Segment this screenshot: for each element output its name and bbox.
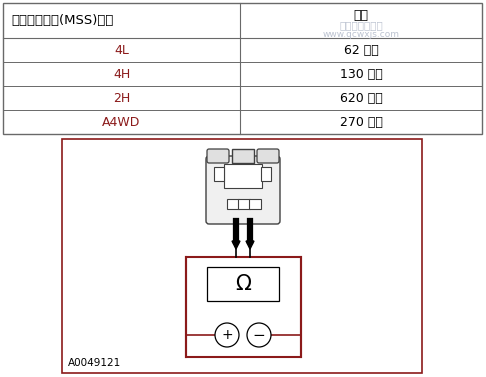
Text: 2H: 2H — [113, 92, 130, 104]
Text: 270 欧姆: 270 欧姆 — [340, 115, 382, 129]
Text: www.qcwxjs.com: www.qcwxjs.com — [323, 30, 399, 39]
Circle shape — [247, 323, 271, 347]
FancyBboxPatch shape — [257, 149, 279, 163]
Text: 62 欧姆: 62 欧姆 — [344, 43, 379, 57]
Bar — [207, 267, 279, 301]
Text: 4H: 4H — [113, 67, 130, 81]
Bar — [249, 199, 261, 209]
Text: −: − — [253, 328, 265, 342]
Bar — [232, 149, 254, 163]
Text: +: + — [221, 328, 233, 342]
Text: 620 欧姆: 620 欧姆 — [340, 92, 382, 104]
Bar — [214, 167, 224, 181]
Text: A0049121: A0049121 — [68, 358, 121, 368]
Polygon shape — [232, 241, 240, 249]
Text: 130 欧姆: 130 欧姆 — [340, 67, 382, 81]
Circle shape — [215, 323, 239, 347]
Bar — [3, 3, 482, 134]
Polygon shape — [246, 241, 254, 249]
Text: 汽车维修技术网: 汽车维修技术网 — [339, 20, 383, 31]
FancyBboxPatch shape — [207, 149, 229, 163]
Bar — [261, 167, 271, 181]
Text: 电阻: 电阻 — [353, 9, 368, 22]
Text: 模式选择开关(MSS)位置: 模式选择开关(MSS)位置 — [11, 14, 113, 27]
Text: Ω: Ω — [235, 274, 251, 294]
Bar — [238, 199, 250, 209]
Bar — [227, 199, 239, 209]
Text: A4WD: A4WD — [103, 115, 140, 129]
Text: 4L: 4L — [114, 43, 129, 57]
FancyBboxPatch shape — [206, 156, 280, 224]
Bar — [62, 139, 422, 373]
Bar — [224, 164, 262, 188]
Bar — [186, 257, 300, 357]
